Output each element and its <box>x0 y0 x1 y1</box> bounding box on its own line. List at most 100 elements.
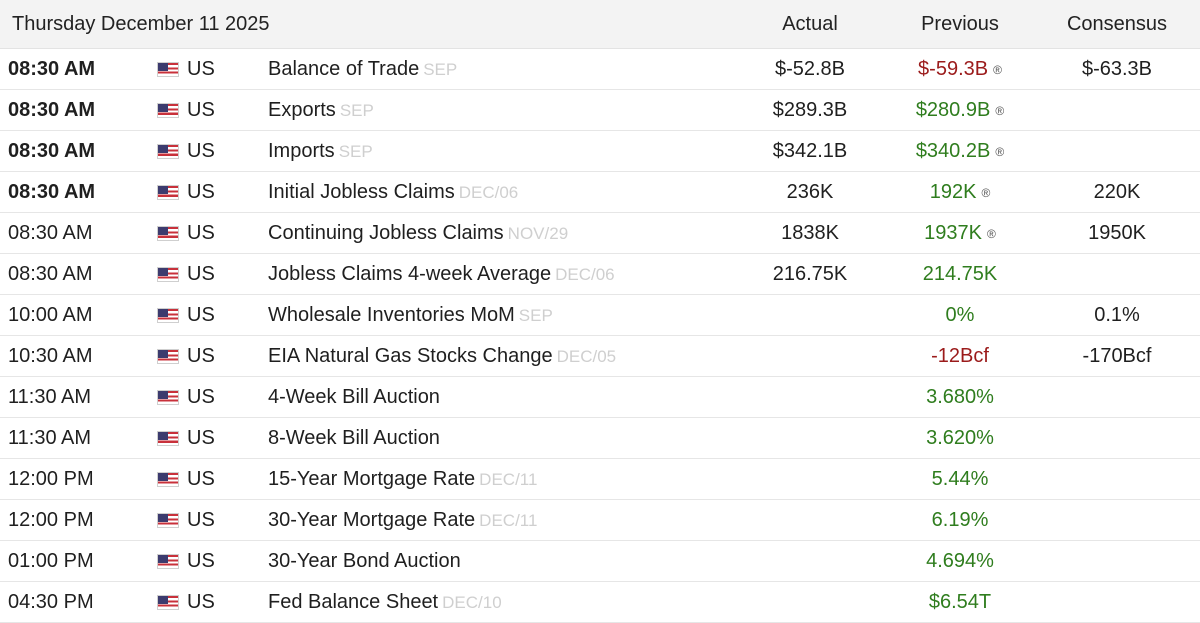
previous-value-text: 5.44% <box>931 467 989 490</box>
calendar-row[interactable]: 10:30 AM US EIA Natural Gas Stocks Chang… <box>0 336 1200 377</box>
column-header-actual[interactable]: Actual <box>782 12 838 35</box>
country-code: US <box>187 262 215 285</box>
calendar-row[interactable]: 08:30 AM US Continuing Jobless Claims NOV… <box>0 213 1200 254</box>
event-previous-value: $-59.3B ® <box>886 58 1034 81</box>
event-time: 10:30 AM <box>8 344 93 367</box>
event-name[interactable]: 8-Week Bill Auction <box>267 427 734 450</box>
event-reference-period: DEC/10 <box>442 592 502 612</box>
event-reference-period: DEC/06 <box>458 182 519 202</box>
event-previous-value: 6.19% <box>886 509 1034 532</box>
event-reference-period: DEC/11 <box>479 510 538 530</box>
event-consensus-value: 220K <box>1093 180 1141 203</box>
event-time: 11:30 AM <box>8 426 92 449</box>
country-code: US <box>187 549 215 572</box>
calendar-row[interactable]: 12:00 PM US 15-Year Mortgage Rate DEC/11 … <box>0 459 1200 500</box>
event-name[interactable]: Exports SEP <box>267 99 734 122</box>
event-title: Imports <box>268 139 335 162</box>
event-previous-value: 192K ® <box>886 181 1034 204</box>
event-country: US <box>157 304 267 327</box>
event-name[interactable]: Continuing Jobless Claims NOV/29 <box>267 222 734 245</box>
us-flag-icon <box>157 512 179 528</box>
event-previous-value: 214.75K <box>886 263 1034 286</box>
event-title: Fed Balance Sheet <box>268 590 439 613</box>
country-code: US <box>187 508 215 531</box>
event-title: Exports <box>268 98 336 121</box>
event-reference-period: NOV/29 <box>507 223 569 243</box>
event-title: 30-Year Bond Auction <box>268 549 461 572</box>
event-reference-period: SEP <box>339 100 374 120</box>
column-header-previous[interactable]: Previous <box>921 12 999 35</box>
calendar-row[interactable]: 08:30 AM US Jobless Claims 4-week Averag… <box>0 254 1200 295</box>
calendar-row[interactable]: 11:30 AM US 8-Week Bill Auction 3.620% <box>0 418 1200 459</box>
calendar-row[interactable]: 11:30 AM US 4-Week Bill Auction 3.680% <box>0 377 1200 418</box>
event-actual-value: $342.1B <box>772 139 848 162</box>
event-title: Continuing Jobless Claims <box>268 221 504 244</box>
event-name[interactable]: 30-Year Mortgage Rate DEC/11 <box>267 509 734 532</box>
event-time: 08:30 AM <box>8 98 96 121</box>
country-code: US <box>187 344 215 367</box>
event-name[interactable]: Balance of Trade SEP <box>267 58 734 81</box>
revised-icon: ® <box>995 103 1005 118</box>
previous-value-text: 4.694% <box>926 549 994 572</box>
event-title: EIA Natural Gas Stocks Change <box>268 344 553 367</box>
calendar-row[interactable]: 12:00 PM US 30-Year Mortgage Rate DEC/11 … <box>0 500 1200 541</box>
previous-value-text: 214.75K <box>922 262 998 285</box>
event-name[interactable]: Imports SEP <box>267 140 734 163</box>
previous-value-text: 3.620% <box>926 426 994 449</box>
revised-icon: ® <box>987 226 996 241</box>
calendar-row[interactable]: 08:30 AM US Exports SEP $289.3B $280.9B ® <box>0 90 1200 131</box>
event-country: US <box>157 222 267 245</box>
event-actual-value: 236K <box>786 180 834 203</box>
us-flag-icon <box>157 553 179 569</box>
event-time: 12:00 PM <box>8 467 94 490</box>
previous-value-text: 6.19% <box>931 508 989 531</box>
event-reference-period: SEP <box>518 305 553 325</box>
event-country: US <box>157 99 267 122</box>
previous-value-text: $280.9B <box>915 98 991 121</box>
event-title: 4-Week Bill Auction <box>268 385 440 408</box>
event-reference-period: SEP <box>338 141 373 161</box>
calendar-row[interactable]: 10:00 AM US Wholesale Inventories MoM SEP… <box>0 295 1200 336</box>
event-name[interactable]: Wholesale Inventories MoM SEP <box>267 304 734 327</box>
country-code: US <box>187 303 215 326</box>
previous-value-text: 192K <box>929 180 977 203</box>
event-reference-period: DEC/05 <box>556 346 617 366</box>
event-reference-period: SEP <box>423 59 458 79</box>
event-previous-value: 5.44% <box>886 468 1034 491</box>
event-name[interactable]: Fed Balance Sheet DEC/10 <box>267 591 734 614</box>
event-country: US <box>157 263 267 286</box>
event-name[interactable]: Initial Jobless Claims DEC/06 <box>267 181 734 204</box>
event-country: US <box>157 181 267 204</box>
event-name[interactable]: EIA Natural Gas Stocks Change DEC/05 <box>267 345 734 368</box>
country-code: US <box>187 426 215 449</box>
calendar-row[interactable]: 08:30 AM US Balance of Trade SEP $-52.8B … <box>0 49 1200 90</box>
calendar-row[interactable]: 04:30 PM US Fed Balance Sheet DEC/10 $6.5… <box>0 582 1200 623</box>
event-title: Initial Jobless Claims <box>268 180 455 203</box>
country-code: US <box>187 385 215 408</box>
event-time: 08:30 AM <box>8 57 96 80</box>
revised-icon: ® <box>981 185 991 200</box>
country-code: US <box>187 139 215 162</box>
calendar-row[interactable]: 08:30 AM US Initial Jobless Claims DEC/06… <box>0 172 1200 213</box>
event-title: Wholesale Inventories MoM <box>268 303 515 326</box>
event-country: US <box>157 386 267 409</box>
us-flag-icon <box>157 184 179 200</box>
event-name[interactable]: 15-Year Mortgage Rate DEC/11 <box>267 468 734 491</box>
event-country: US <box>157 550 267 573</box>
event-name[interactable]: Jobless Claims 4-week Average DEC/06 <box>267 263 734 286</box>
event-country: US <box>157 591 267 614</box>
event-actual-value: 1838K <box>781 221 839 244</box>
event-reference-period: DEC/11 <box>479 469 538 489</box>
column-header-consensus[interactable]: Consensus <box>1066 12 1168 35</box>
country-code: US <box>187 57 215 80</box>
previous-value-text: 3.680% <box>926 385 994 408</box>
event-title: Jobless Claims 4-week Average <box>268 262 552 285</box>
event-actual-value: 216.75K <box>772 262 848 285</box>
event-name[interactable]: 30-Year Bond Auction <box>267 550 734 573</box>
event-name[interactable]: 4-Week Bill Auction <box>267 386 734 409</box>
calendar-header: Thursday December 11 2025 Actual Previou… <box>0 0 1200 49</box>
event-previous-value: -12Bcf <box>886 345 1034 368</box>
calendar-row[interactable]: 01:00 PM US 30-Year Bond Auction 4.694% <box>0 541 1200 582</box>
calendar-row[interactable]: 08:30 AM US Imports SEP $342.1B $340.2B ® <box>0 131 1200 172</box>
